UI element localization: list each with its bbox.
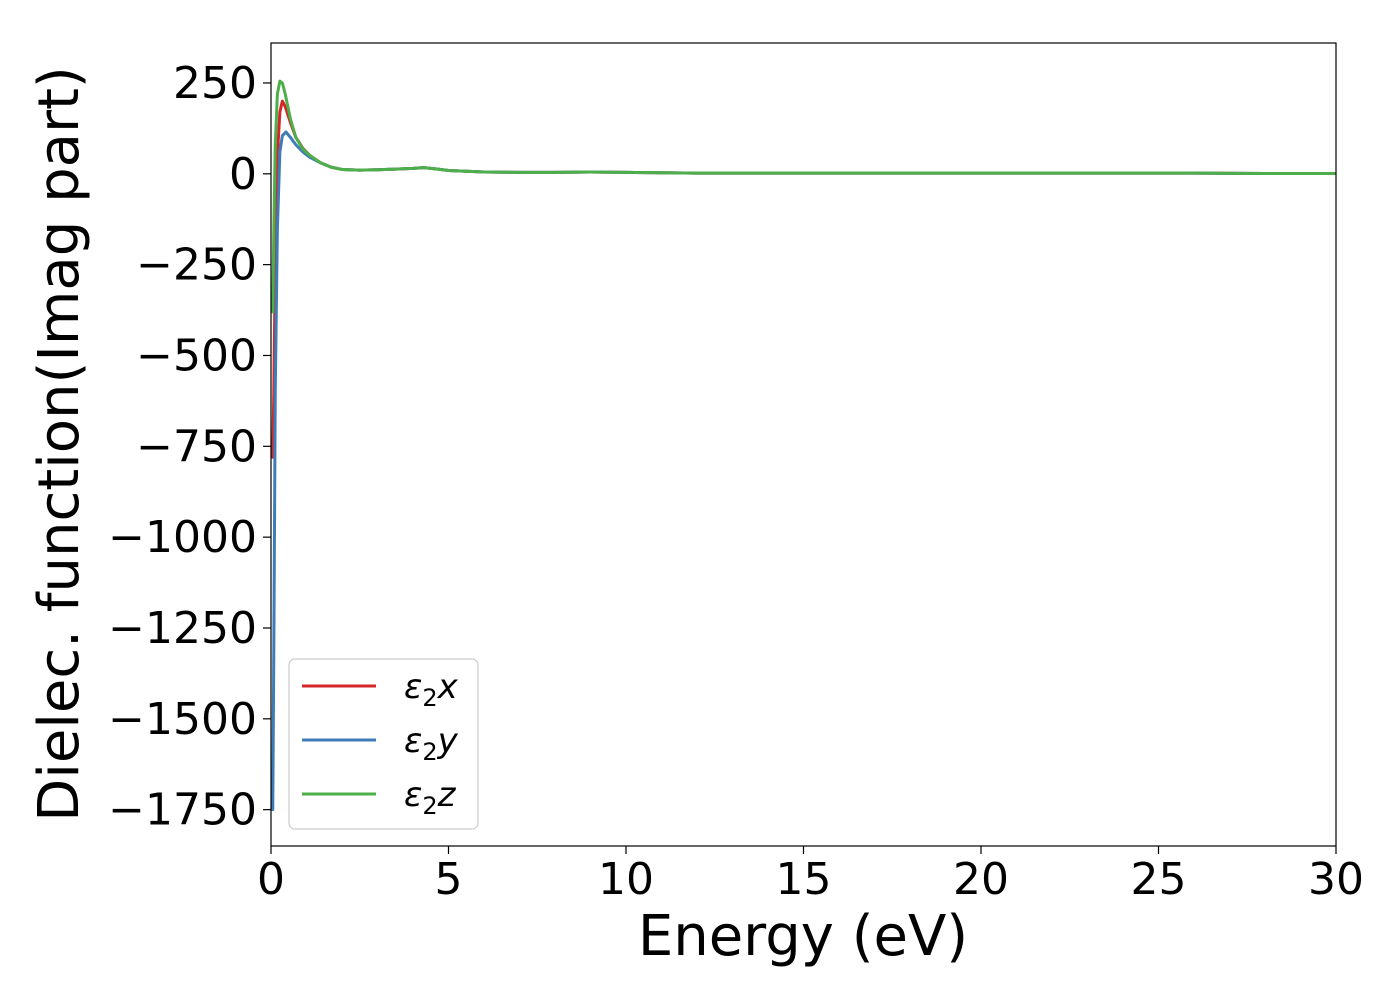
x-tick-label: 0 <box>257 854 285 905</box>
y-tick-label: 250 <box>173 58 257 109</box>
y-tick-label: −750 <box>136 421 257 472</box>
legend-label-y: ε2y <box>404 721 459 766</box>
y-axis-label: Dielec. function(Imag part) <box>27 66 92 822</box>
x-tick-label: 30 <box>1308 854 1364 905</box>
y-tick-label: −1250 <box>108 603 257 654</box>
legend-label-x: ε2x <box>404 667 459 712</box>
series-layer <box>271 79 1336 812</box>
y-tick-label: −1750 <box>108 785 257 836</box>
x-tick-label: 25 <box>1131 854 1187 905</box>
legend: ε2x ε2y ε2z <box>288 658 479 830</box>
y-tick-label: −250 <box>136 240 257 291</box>
y-tick-label: −1500 <box>108 694 257 745</box>
x-axis-ticks: 0 5 10 15 20 25 30 <box>257 846 1364 905</box>
legend-label-z: ε2z <box>404 775 457 820</box>
x-tick-label: 20 <box>953 854 1009 905</box>
y-tick-label: −1000 <box>108 512 257 563</box>
y-axis-ticks: 250 0 −250 −500 −750 −1000 −1250 −1500 −1750 <box>108 58 271 836</box>
series-line-x <box>271 99 1336 459</box>
x-tick-label: 5 <box>435 854 463 905</box>
x-tick-label: 10 <box>598 854 654 905</box>
y-tick-label: −500 <box>136 330 257 381</box>
y-tick-label: 0 <box>229 149 257 200</box>
x-tick-label: 15 <box>776 854 832 905</box>
legend-box <box>288 658 479 830</box>
series-line-z <box>271 79 1336 314</box>
x-axis-label: Energy (eV) <box>638 904 968 969</box>
